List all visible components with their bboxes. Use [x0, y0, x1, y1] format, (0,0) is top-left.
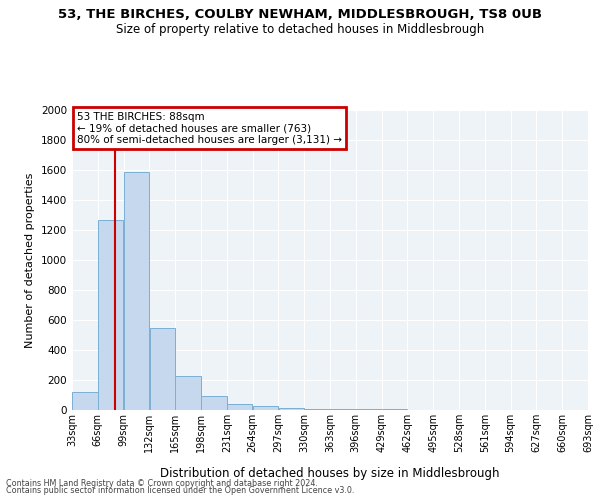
- Text: Contains public sector information licensed under the Open Government Licence v3: Contains public sector information licen…: [6, 486, 355, 495]
- Bar: [330, 409, 356, 410]
- Text: Distribution of detached houses by size in Middlesbrough: Distribution of detached houses by size …: [160, 467, 500, 480]
- Text: Contains HM Land Registry data © Crown copyright and database right 2024.: Contains HM Land Registry data © Crown c…: [6, 478, 318, 488]
- Text: 53 THE BIRCHES: 88sqm
← 19% of detached houses are smaller (763)
80% of semi-det: 53 THE BIRCHES: 88sqm ← 19% of detached …: [77, 112, 342, 144]
- Bar: [356, 409, 382, 410]
- Bar: [201, 396, 227, 410]
- Bar: [124, 172, 149, 410]
- Bar: [227, 404, 253, 410]
- Bar: [278, 408, 304, 410]
- Y-axis label: Number of detached properties: Number of detached properties: [25, 172, 35, 348]
- Bar: [253, 406, 278, 410]
- Bar: [175, 376, 201, 410]
- Bar: [98, 220, 124, 410]
- Text: Size of property relative to detached houses in Middlesbrough: Size of property relative to detached ho…: [116, 22, 484, 36]
- Bar: [149, 328, 175, 410]
- Bar: [304, 408, 330, 410]
- Bar: [72, 392, 98, 410]
- Text: 53, THE BIRCHES, COULBY NEWHAM, MIDDLESBROUGH, TS8 0UB: 53, THE BIRCHES, COULBY NEWHAM, MIDDLESB…: [58, 8, 542, 20]
